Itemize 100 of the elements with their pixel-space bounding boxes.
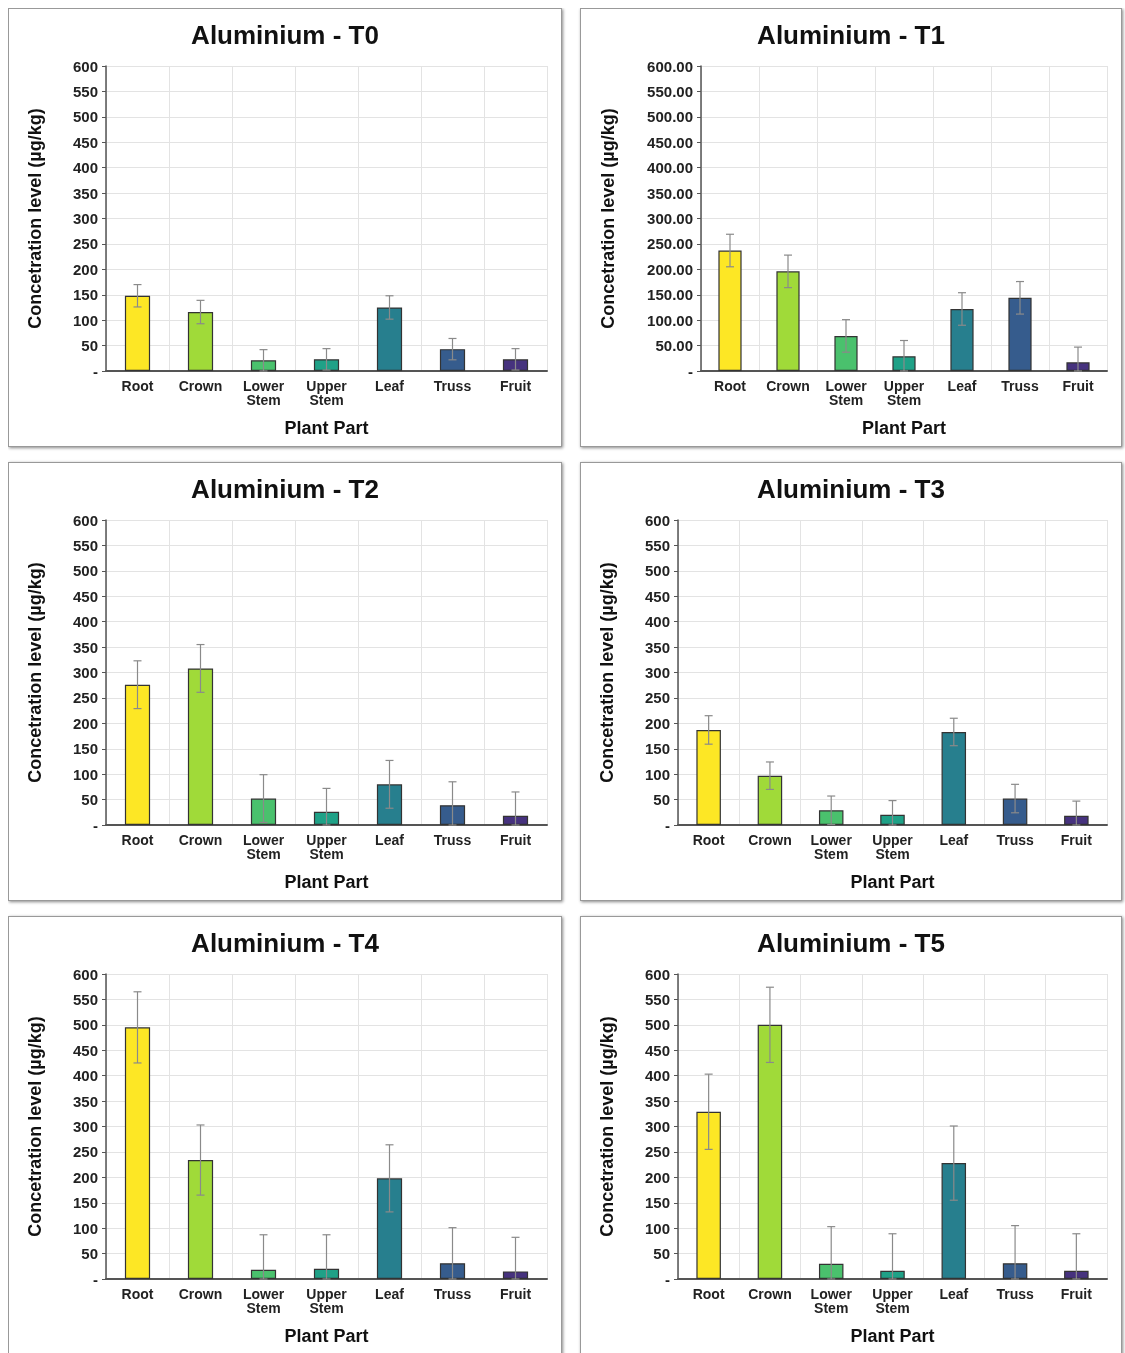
chart-title: Aluminium - T2: [191, 474, 379, 504]
bar: [250, 798, 277, 825]
x-axis-title: Plant Part: [861, 418, 947, 438]
y-tick-label: 500: [72, 562, 98, 580]
bar: [187, 312, 214, 371]
bar: [124, 1027, 151, 1279]
y-tick-label: 300: [644, 664, 670, 681]
y-tick-label: 50: [653, 791, 670, 809]
x-tick-label: Truss: [433, 832, 472, 848]
y-tick-label: 300: [72, 210, 98, 227]
y-tick-label: 150: [644, 740, 670, 758]
y-tick-label: 500: [644, 1016, 670, 1034]
bar: [502, 815, 529, 825]
x-tick-label: Root: [121, 832, 154, 848]
y-tick-label: 300.00: [647, 210, 693, 227]
y-tick-label: -: [93, 1270, 98, 1288]
y-tick-label: 100: [72, 1219, 98, 1237]
y-tick-label: 450: [72, 133, 98, 151]
chart-title: Aluminium - T3: [757, 474, 945, 504]
x-tick-label: Fruit: [1062, 378, 1094, 394]
y-tick-label: 300: [72, 664, 98, 681]
y-tick-label: 350.00: [647, 184, 693, 202]
bar: [941, 731, 967, 825]
bar: [941, 1163, 967, 1279]
bar: [880, 814, 905, 825]
y-tick-label: 400: [644, 1067, 670, 1085]
y-axis-title: Concetration level (µg/kg): [598, 108, 618, 329]
y-tick-label: 400.00: [647, 159, 693, 177]
y-tick-label: 550.00: [647, 82, 693, 100]
x-tick-label: Fruit: [1060, 1286, 1093, 1302]
y-tick-label: -: [688, 362, 693, 380]
bar: [696, 1111, 721, 1279]
y-tick-label: 300: [644, 1118, 670, 1135]
y-tick-label: 450: [72, 1041, 98, 1059]
bar: [439, 805, 466, 825]
bar: [124, 684, 151, 825]
bar: [376, 307, 403, 371]
y-tick-label: 50: [81, 1245, 98, 1263]
bar: [313, 359, 340, 371]
x-tick-label: Lower Stem: [810, 832, 853, 862]
y-tick-label: 350: [644, 638, 670, 656]
y-tick-label: 350: [72, 1092, 98, 1110]
bar: [124, 295, 151, 371]
y-tick-label: 100.00: [647, 311, 693, 329]
bar: [1064, 815, 1089, 825]
y-tick-label: 250.00: [647, 235, 693, 253]
y-tick-label: 50: [653, 1245, 670, 1263]
x-tick-label: Upper Stem: [306, 1286, 348, 1316]
y-tick-label: 550: [72, 990, 98, 1008]
bar: [880, 1270, 905, 1279]
y-tick-label: 600: [72, 511, 98, 529]
bar: [313, 811, 340, 825]
y-tick-label: 400: [72, 159, 98, 177]
y-tick-label: 50.00: [655, 337, 693, 355]
x-axis-title: Plant Part: [284, 418, 369, 438]
bar: [1002, 1263, 1028, 1279]
bar: [1002, 798, 1028, 825]
y-tick-label: 550: [644, 536, 670, 554]
x-tick-label: Leaf: [939, 832, 969, 848]
y-tick-label: 250: [644, 1143, 670, 1161]
bar: [250, 1269, 277, 1279]
y-tick-label: 200: [72, 260, 98, 278]
x-tick-label: Upper Stem: [306, 378, 348, 408]
x-tick-label: Crown: [178, 378, 223, 394]
y-axis-title: Concetration level (µg/kg): [25, 1016, 45, 1237]
y-tick-label: 200: [644, 1168, 670, 1186]
x-tick-label: Root: [714, 378, 747, 394]
x-tick-label: Lower Stem: [242, 1286, 285, 1316]
y-axis-title: Concetration level (µg/kg): [25, 108, 45, 329]
bar: [1064, 1270, 1089, 1279]
bar: [1066, 362, 1090, 371]
bar: [834, 335, 858, 371]
x-tick-label: Crown: [178, 1286, 223, 1302]
bar: [313, 1268, 340, 1279]
x-tick-label: Upper Stem: [306, 832, 348, 862]
x-tick-label: Root: [692, 1286, 725, 1302]
x-tick-label: Upper Stem: [872, 1286, 914, 1316]
bar: [502, 1271, 529, 1279]
chart-title: Aluminium - T4: [191, 928, 380, 958]
x-tick-label: Upper Stem: [872, 832, 914, 862]
x-axis-title: Plant Part: [850, 1326, 935, 1346]
bar: [439, 349, 466, 371]
x-axis-title: Plant Part: [284, 1326, 369, 1346]
y-tick-label: 350: [72, 638, 98, 656]
x-tick-label: Lower Stem: [810, 1286, 853, 1316]
y-tick-label: 500: [72, 108, 98, 126]
y-tick-label: 600: [644, 511, 670, 529]
x-tick-label: Fruit: [499, 1286, 532, 1302]
y-tick-label: 450: [644, 1041, 670, 1059]
x-tick-label: Leaf: [939, 1286, 969, 1302]
bar: [1008, 297, 1032, 371]
y-tick-label: 50: [81, 791, 98, 809]
chart-title: Aluminium - T0: [191, 20, 379, 50]
y-tick-label: 150: [644, 1194, 670, 1212]
y-tick-label: 50: [81, 337, 98, 355]
x-tick-label: Crown: [748, 832, 792, 848]
bar: [757, 1024, 783, 1279]
y-tick-label: 150: [72, 740, 98, 758]
bar: [187, 1160, 214, 1279]
bar: [757, 775, 783, 825]
